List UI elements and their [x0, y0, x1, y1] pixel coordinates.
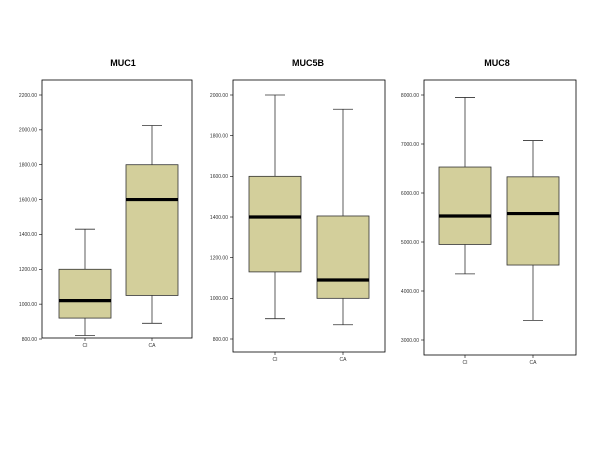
iqr-box	[58, 268, 112, 319]
box-ci	[248, 94, 302, 320]
plot-frame	[41, 79, 193, 339]
y-tick-label: 1400.00	[19, 232, 37, 238]
panel-muc1: MUC1 800.00 1000.00 1200.00 1400.00 1600.00 18…	[19, 58, 193, 349]
plot-frame	[232, 79, 386, 353]
box-ca	[125, 125, 179, 324]
box-ci	[438, 97, 492, 275]
box-ca	[506, 140, 560, 321]
iqr-box	[438, 166, 492, 245]
box-ca	[316, 108, 370, 326]
y-tick-label: 6000.00	[401, 191, 419, 197]
y-tick-label: 2000.00	[19, 128, 37, 134]
x-tick-label: CI	[463, 360, 468, 366]
x-tick-label: CI	[273, 357, 278, 363]
iqr-box	[316, 215, 370, 299]
box-ci	[58, 228, 112, 336]
x-tick-label: CI	[83, 343, 88, 349]
panel-title: MUC8	[484, 58, 510, 68]
y-tick-label: 1000.00	[210, 296, 228, 302]
y-tick-label: 1400.00	[210, 215, 228, 221]
y-tick-label: 1200.00	[210, 255, 228, 261]
y-tick-label: 800.00	[213, 337, 229, 343]
y-tick-label: 800.00	[22, 337, 38, 343]
y-tick-label: 1000.00	[19, 302, 37, 308]
y-tick-label: 2200.00	[19, 93, 37, 99]
panel-title: MUC1	[110, 58, 136, 68]
y-tick-label: 3000.00	[401, 338, 419, 344]
iqr-box	[248, 175, 302, 273]
panel-muc5b: MUC5B 800.00 1000.00 1200.00 1400.00 1600.00 1…	[210, 58, 386, 363]
plot-frame	[423, 79, 577, 356]
x-tick-label: CA	[530, 360, 538, 366]
y-tick-label: 1600.00	[210, 174, 228, 180]
panel-title: MUC5B	[292, 58, 325, 68]
iqr-box	[125, 164, 179, 296]
x-tick-label: CA	[340, 357, 348, 363]
y-tick-label: 1800.00	[210, 133, 228, 139]
y-tick-label: 4000.00	[401, 289, 419, 295]
panel-muc8: MUC8 3000.00 4000.00 5000.00 6000.00 7000.00 8…	[401, 58, 577, 366]
y-tick-label: 2000.00	[210, 93, 228, 99]
y-tick-label: 7000.00	[401, 142, 419, 148]
y-tick-label: 1800.00	[19, 163, 37, 169]
y-tick-label: 5000.00	[401, 240, 419, 246]
y-tick-label: 8000.00	[401, 93, 419, 99]
x-tick-label: CA	[149, 343, 157, 349]
y-tick-label: 1200.00	[19, 267, 37, 273]
y-tick-label: 1600.00	[19, 197, 37, 203]
iqr-box	[506, 176, 560, 266]
